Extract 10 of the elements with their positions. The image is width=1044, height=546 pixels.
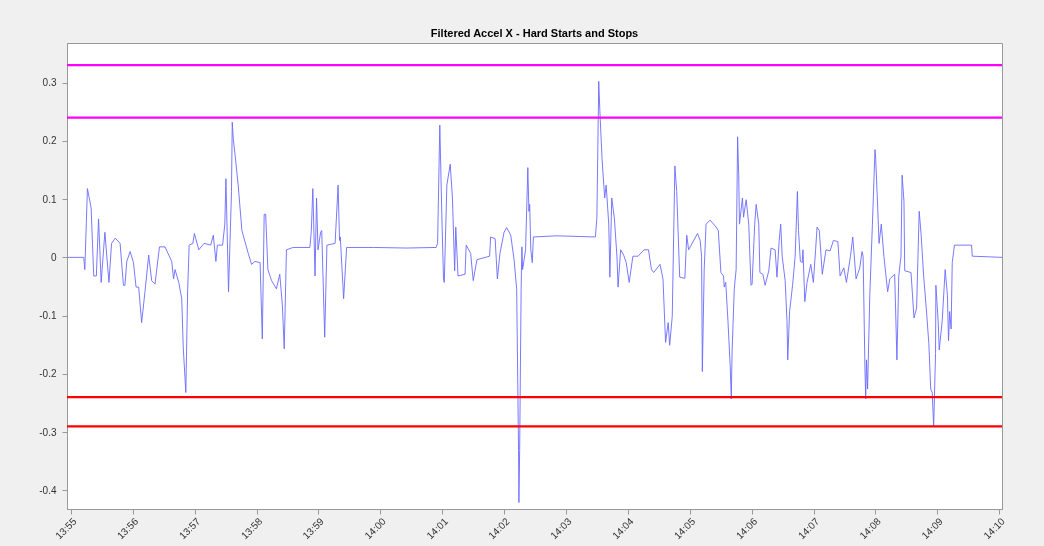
y-tick-label: -0.1 (39, 310, 57, 322)
y-tick-label: 0 (50, 251, 57, 263)
y-tick-label: -0.3 (39, 426, 57, 438)
y-tick-label: 0.3 (42, 77, 57, 89)
y-tick-label: -0.4 (39, 484, 57, 496)
y-tick-label: -0.2 (39, 368, 57, 380)
y-tick-label: 0.1 (42, 193, 57, 205)
line-series (67, 80, 1002, 504)
chart-title: Filtered Accel X - Hard Starts and Stops (430, 27, 639, 39)
y-tick-label: 0.2 (42, 135, 57, 147)
